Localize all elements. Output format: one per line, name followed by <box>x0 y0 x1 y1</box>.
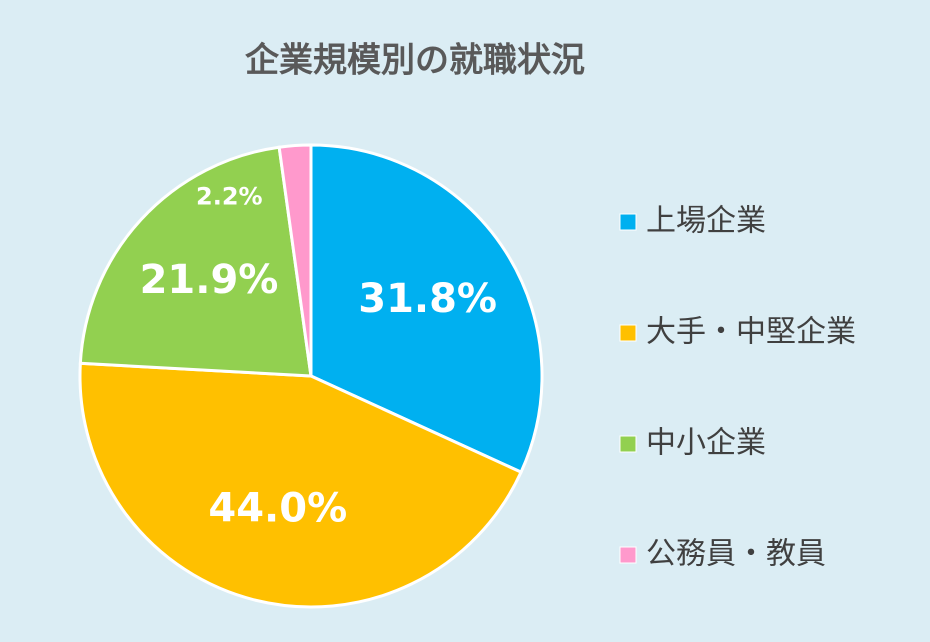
data-label: 21.9% <box>140 257 279 303</box>
legend-label: 中小企業 <box>646 426 766 461</box>
data-label: 2.2% <box>196 182 263 210</box>
data-label: 31.8% <box>358 276 497 322</box>
legend-swatch <box>619 546 637 564</box>
legend-label: 上場企業 <box>646 204 766 239</box>
legend-swatch <box>619 435 637 453</box>
legend-label: 大手・中堅企業 <box>646 315 856 350</box>
pie-slice <box>78 361 524 609</box>
legend-swatch <box>619 324 637 342</box>
legend-label: 公務員・教員 <box>646 537 826 572</box>
legend-swatch <box>619 213 637 231</box>
pie-slice <box>78 145 313 378</box>
pie-slice <box>277 143 313 377</box>
pie-slice <box>309 143 544 475</box>
chart-title: 企業規模別の就職状況 <box>245 41 585 81</box>
data-label: 44.0% <box>208 486 347 532</box>
